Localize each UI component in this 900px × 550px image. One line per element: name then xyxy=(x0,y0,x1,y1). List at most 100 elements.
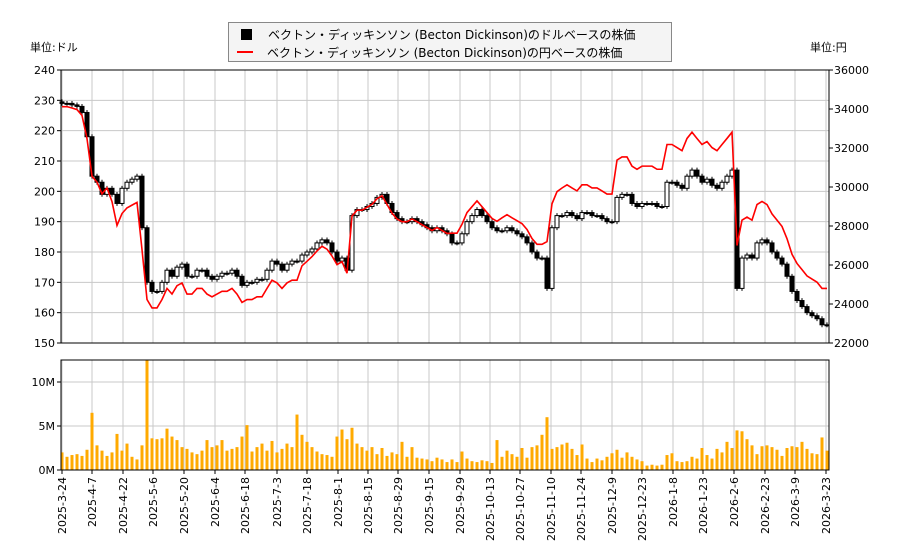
candle-body xyxy=(804,306,810,314)
volume-bar xyxy=(95,445,99,470)
candle-body xyxy=(184,263,190,277)
candle-body xyxy=(739,257,745,289)
volume-bar xyxy=(670,453,674,470)
candle xyxy=(679,182,685,191)
volume-bar xyxy=(195,454,199,470)
candle xyxy=(169,267,175,279)
candle xyxy=(289,258,295,267)
volume-y-tick-label: 10M xyxy=(32,376,56,389)
candle xyxy=(494,225,500,234)
volume-bar xyxy=(545,417,549,470)
volume-bar xyxy=(290,447,294,470)
candle-body xyxy=(539,257,545,260)
candle-body xyxy=(559,215,565,218)
candle xyxy=(634,201,640,209)
x-tick-label: 2025-11-10 xyxy=(545,477,558,541)
candle xyxy=(324,237,330,246)
candle-body xyxy=(159,281,165,292)
candle-body xyxy=(579,212,585,220)
candle-body xyxy=(764,239,770,244)
candle xyxy=(179,261,185,270)
volume-bar xyxy=(710,458,714,470)
x-tick-label: 2025-10-13 xyxy=(484,477,497,541)
volume-bar xyxy=(495,440,499,470)
volume-bar xyxy=(800,441,804,470)
candle-body xyxy=(614,196,620,223)
volume-bar xyxy=(565,442,569,470)
volume-bar xyxy=(255,447,259,470)
volume-bar xyxy=(310,447,314,470)
candle-body xyxy=(674,181,680,186)
candle-body xyxy=(124,181,130,189)
candle-body xyxy=(534,251,540,259)
candle xyxy=(119,185,125,206)
candle xyxy=(759,237,765,246)
volume-bar xyxy=(170,436,174,470)
candle xyxy=(59,99,65,106)
candle-body xyxy=(264,269,270,280)
candle-body xyxy=(304,251,310,256)
volume-bar xyxy=(810,453,814,470)
candle xyxy=(569,210,575,219)
volume-bar xyxy=(270,440,274,470)
candle xyxy=(609,219,615,225)
candle xyxy=(244,279,250,288)
volume-bar xyxy=(540,434,544,470)
candle xyxy=(629,191,635,206)
candle-body xyxy=(599,215,605,220)
candle xyxy=(614,194,620,225)
candle-body xyxy=(329,242,335,253)
volume-bar xyxy=(275,452,279,470)
candle-body xyxy=(704,178,710,183)
candle xyxy=(689,167,695,179)
candle xyxy=(764,237,770,246)
volume-bar xyxy=(155,439,159,470)
volume-bar xyxy=(60,452,64,470)
candle-body xyxy=(544,257,550,289)
candle xyxy=(639,201,645,209)
candle-body xyxy=(609,221,615,224)
volume-bar xyxy=(420,458,424,470)
candle-body xyxy=(194,269,200,277)
candle xyxy=(534,249,540,261)
candle xyxy=(579,210,585,222)
volume-bar xyxy=(295,414,299,470)
candle xyxy=(674,179,680,188)
legend: ベクトン・ディッキンソン (Becton Dickinson)のドルベースの株価… xyxy=(228,22,672,62)
volume-bar xyxy=(795,447,799,470)
candle xyxy=(659,204,665,209)
candle-body xyxy=(129,178,135,183)
volume-bar xyxy=(145,360,149,470)
candle-body xyxy=(199,269,205,272)
left-y-tick-label: 220 xyxy=(34,125,55,138)
right-y-tick-label: 36000 xyxy=(834,64,869,77)
candle xyxy=(489,219,495,231)
candle xyxy=(694,167,700,179)
candle xyxy=(109,185,115,197)
candle-body xyxy=(484,215,490,223)
volume-bar xyxy=(790,446,794,470)
candle-body xyxy=(724,175,730,183)
candle-body xyxy=(604,218,610,223)
candle-body xyxy=(314,242,320,250)
volume-bar xyxy=(385,455,389,470)
candle-body xyxy=(449,233,455,244)
candle xyxy=(469,213,475,225)
candle xyxy=(769,240,775,255)
volume-bar xyxy=(320,454,324,470)
x-tick-label: 2025-8-1 xyxy=(332,477,345,527)
candle-body xyxy=(69,102,75,106)
volume-bar xyxy=(80,455,84,470)
volume-bar xyxy=(640,461,644,470)
candle xyxy=(229,267,235,276)
candle xyxy=(74,102,80,109)
right-y-tick-label: 26000 xyxy=(834,259,869,272)
candle xyxy=(599,213,605,222)
volume-bar xyxy=(350,427,354,470)
candle-body xyxy=(584,212,590,215)
right-y-tick-label: 34000 xyxy=(834,103,869,116)
candle-body xyxy=(494,227,500,232)
volume-bar xyxy=(785,448,789,470)
candle xyxy=(684,173,690,191)
